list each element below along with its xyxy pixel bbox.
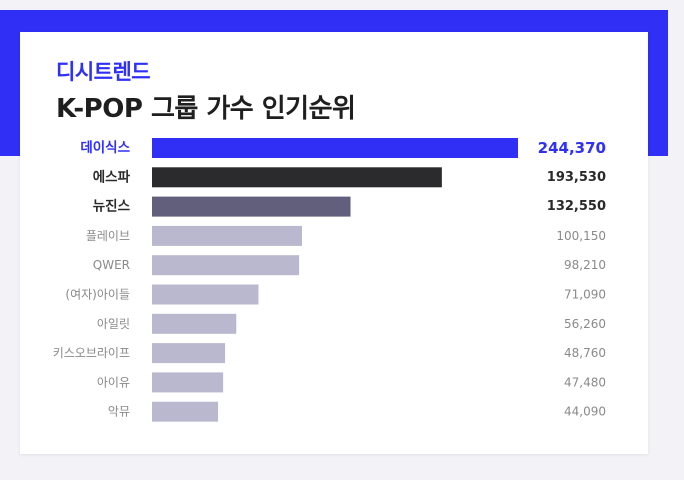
- bar: [152, 196, 351, 217]
- value-label: 132,550: [547, 199, 606, 214]
- bar: [152, 167, 442, 188]
- chart-title: K-POP 그룹 가수 인기순위: [56, 94, 356, 124]
- bar: [152, 255, 300, 276]
- value-label: 48,760: [564, 346, 606, 360]
- category-label: (여자)아이들: [65, 288, 130, 302]
- value-label: 193,530: [547, 170, 606, 185]
- bar: [152, 138, 518, 158]
- category-label: QWER: [93, 258, 130, 272]
- bar: [152, 401, 219, 422]
- value-label: 100,150: [556, 229, 606, 243]
- bar: [152, 284, 259, 305]
- bar: [152, 225, 302, 246]
- category-label: 키스오브라이프: [53, 346, 130, 360]
- category-label: 뉴진스: [93, 198, 131, 215]
- value-label: 47,480: [564, 375, 606, 389]
- category-label: 데이식스: [80, 139, 130, 156]
- category-label: 악뮤: [108, 405, 130, 419]
- category-label: 아일릿: [97, 317, 130, 331]
- bar: [152, 313, 237, 334]
- chart-card: 디시트렌드 K-POP 그룹 가수 인기순위 데이식스 244,370 에스파 193…: [20, 32, 648, 454]
- bar: [152, 343, 226, 364]
- brand-name: 디시트렌드: [56, 60, 151, 84]
- value-label: 56,260: [564, 317, 606, 331]
- value-label: 44,090: [564, 405, 606, 419]
- value-label: 244,370: [538, 139, 606, 157]
- category-label: 에스파: [93, 169, 131, 185]
- value-label: 98,210: [564, 258, 606, 272]
- value-label: 71,090: [564, 288, 606, 302]
- bar: [152, 372, 224, 393]
- category-label: 플레이브: [86, 229, 130, 243]
- ranking-chart: 데이식스 244,370 에스파 193,530 뉴진스 132,550 플레이브 100,1…: [53, 138, 606, 422]
- category-label: 아이유: [97, 375, 130, 389]
